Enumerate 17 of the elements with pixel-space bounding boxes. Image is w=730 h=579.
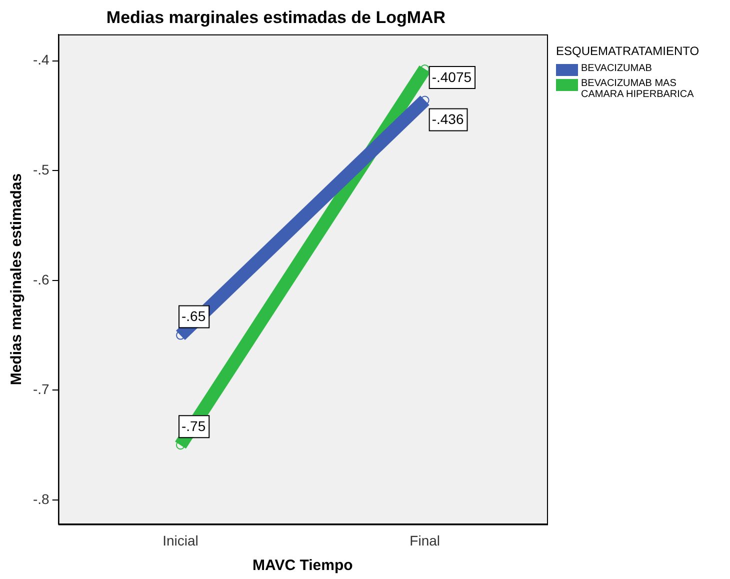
x-tick-label: Inicial xyxy=(162,532,198,548)
x-tick-label: Final xyxy=(410,532,440,548)
y-tick-label: -.5 xyxy=(32,161,50,178)
y-tick-label: -.7 xyxy=(32,381,50,398)
y-axis-title: Medias marginales estimadas xyxy=(8,173,26,386)
chart-title: Medias marginales estimadas de LogMAR xyxy=(106,8,446,27)
legend-label: BEVACIZUMAB xyxy=(581,63,653,74)
data-label: -.436 xyxy=(432,111,464,128)
y-tick-label: -.8 xyxy=(32,490,50,507)
x-axis-title: MAVC Tiempo xyxy=(252,557,353,574)
legend-label: BEVACIZUMAB MAS CAMARA HIPERBARICA xyxy=(581,78,695,100)
data-label: -.65 xyxy=(182,308,206,324)
y-tick-label: -.4 xyxy=(32,52,50,68)
y-tick-label: -.6 xyxy=(32,271,50,288)
data-label: -.75 xyxy=(182,418,206,434)
data-label: -.4075 xyxy=(432,68,472,85)
legend-title: ESQUEMATRATAMIENTO xyxy=(556,44,700,58)
